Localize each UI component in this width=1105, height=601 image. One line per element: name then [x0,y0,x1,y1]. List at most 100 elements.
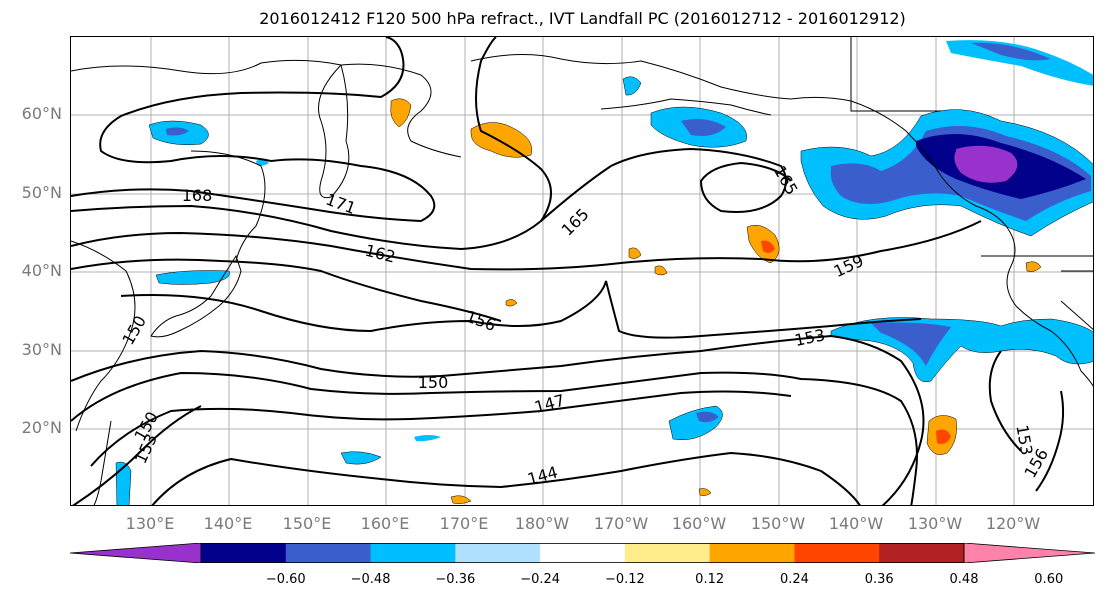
lat-label-40n: 40°N [21,261,62,280]
colorbar-tick-label: 0.12 [695,572,725,587]
contour-label-150: 150 [418,373,449,392]
orange-region-small-6 [698,488,712,496]
blue-region-subtropical-east [830,317,1093,383]
contour-144 [151,451,861,505]
coast-taiwan-philippines [93,420,112,505]
map-title: 2016012412 F120 500 hPa refract., IVT La… [259,9,906,28]
blue-region-subtropical-east-core [871,322,951,366]
lon-label-160e: 160°E [360,514,410,533]
lat-label-20n: 20°N [21,418,62,437]
coast-alaska [470,54,1093,387]
contour-171-loop [99,37,405,164]
contour-156-east [1035,390,1065,492]
colorbar-extend-high [963,543,1095,563]
blue-region-gulf-alaska-purple [954,145,1018,183]
blue-region-hawaii [668,405,723,440]
coast-aleutians [600,98,772,116]
colorbar [70,543,1095,563]
colorbar-tick-label: −0.12 [604,572,645,587]
colorbar-segment [794,543,880,563]
blue-region-small-3 [414,435,441,442]
contour-153-west [72,405,202,505]
blue-region-bc-north-core [971,42,1051,61]
colorbar-segment [624,543,711,563]
red-region-subtropical [936,429,951,445]
colorbar-tick-label: −0.36 [435,572,476,587]
colorbar-segment [879,543,965,563]
colorbar-tick-label: −0.60 [265,572,306,587]
lon-label-120w: 120°W [985,514,1041,533]
orange-region-small-3 [628,247,642,259]
colorbar-segment [709,543,795,563]
contour-153 [71,334,925,505]
coast-asia-north [71,59,462,158]
colorbar-segment [370,543,456,563]
lon-label-170e: 170°E [439,514,489,533]
colorbar-tick-label: 0.48 [949,572,979,587]
contour-156 [120,280,922,339]
colorbar-tick-label: −0.24 [520,572,561,587]
lat-label-30n: 30°N [21,340,62,359]
blue-region-alaska-core [681,119,726,136]
contour-lines [71,37,1065,505]
red-region-midpacific [761,240,775,254]
orange-region-okhotsk [470,122,533,158]
coast-north-america-inner [850,37,941,112]
lon-label-160w: 160°W [671,514,727,533]
blue-region-small-1 [340,451,382,465]
map-canvas: 168 171 165 165 162 159 156 153 150 150 … [71,37,1093,505]
lon-label-170w: 170°W [593,514,649,533]
contour-label-147: 147 [532,391,566,417]
lon-label-140w: 140°W [828,514,884,533]
coast-okhotsk [190,150,266,262]
lon-label-130w: 130°W [907,514,963,533]
contour-165-east [540,147,792,222]
orange-region-small-1 [450,495,472,504]
lat-label-60n: 60°N [21,104,62,123]
contour-label-150-japan: 150 [118,312,150,348]
coast-japan [150,254,242,338]
contour-label-165-west: 165 [558,205,593,240]
colorbar-tick-label: −0.48 [350,572,391,587]
orange-region-small-2 [505,299,518,307]
contour-label-168: 168 [182,186,213,205]
lon-label-180w: 180°W [514,514,570,533]
colorbar-tick-label: 0.24 [779,572,809,587]
contour-147 [90,390,792,467]
map-frame: 168 171 165 165 162 159 156 153 150 150 … [70,36,1094,506]
colorbar-extend-low [70,543,202,563]
contour-label-156: 156 [463,307,498,335]
contour-162 [71,220,982,271]
colorbar-segment [455,543,541,563]
coast-us-interior-2 [1060,300,1093,330]
colorbar-segment [540,543,626,563]
colorbar-border [200,543,965,563]
orange-region-okhotsk-outer [390,98,412,128]
lon-label-130e: 130°E [125,514,175,533]
colorbar-segment [201,543,287,563]
contour-165 [71,37,552,251]
coast-kamchatka [318,64,350,199]
coast-korea-china [71,240,136,432]
contour-150 [71,371,918,505]
blue-region-kamchatka-core [166,127,189,136]
blue-region-hawaii-core [696,411,719,423]
contour-159 [71,258,502,322]
positive-anomaly-regions [390,98,1042,504]
contour-168 [71,158,436,223]
blue-region-bc-north [946,40,1093,86]
lon-label-150w: 150°W [750,514,806,533]
colorbar-tick-label: 0.36 [864,572,894,587]
lon-label-150e: 150°E [282,514,332,533]
blue-region-japan [155,270,230,285]
contour-label-144: 144 [525,463,559,489]
contour-153-east [988,350,1022,452]
orange-region-small-5 [1025,261,1042,272]
colorbar-segment [285,543,372,563]
contour-label-165-east: 165 [770,162,802,198]
contour-label-162: 162 [363,241,397,267]
colorbar-tick-label: 0.60 [1034,572,1064,587]
lon-label-140e: 140°E [203,514,253,533]
negative-anomaly-regions [115,40,1093,505]
orange-region-small-4 [654,265,668,276]
